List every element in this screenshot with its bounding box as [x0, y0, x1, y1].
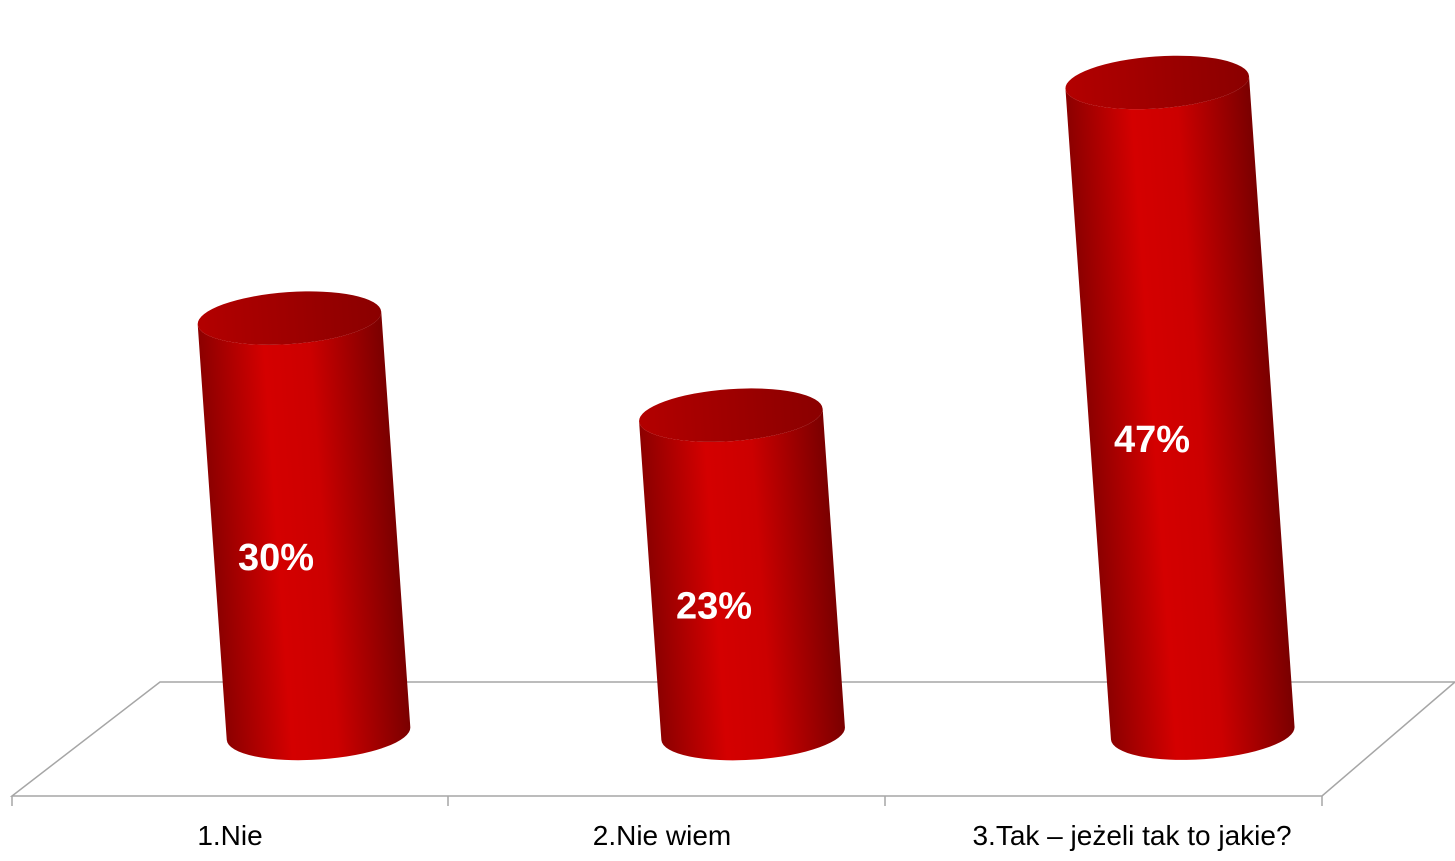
bar-body	[197, 311, 411, 761]
bar-top-cap	[639, 388, 823, 442]
data-label: 23%	[676, 585, 752, 627]
bar	[197, 291, 411, 761]
bar-top-cap	[1065, 55, 1250, 110]
bar-body	[1065, 76, 1295, 760]
bar	[1065, 55, 1295, 760]
data-label: 47%	[1114, 419, 1190, 461]
bar	[639, 388, 845, 761]
bar-top-cap	[197, 291, 382, 345]
chart-floor	[9, 681, 1455, 806]
x-tick-label: 1.Nie	[197, 820, 262, 851]
x-tick-label: 2.Nie wiem	[593, 820, 731, 851]
x-tick-label: 3.Tak – jeżeli tak to jakie?	[972, 820, 1291, 851]
bar-body	[639, 408, 845, 761]
data-label: 30%	[238, 537, 314, 579]
